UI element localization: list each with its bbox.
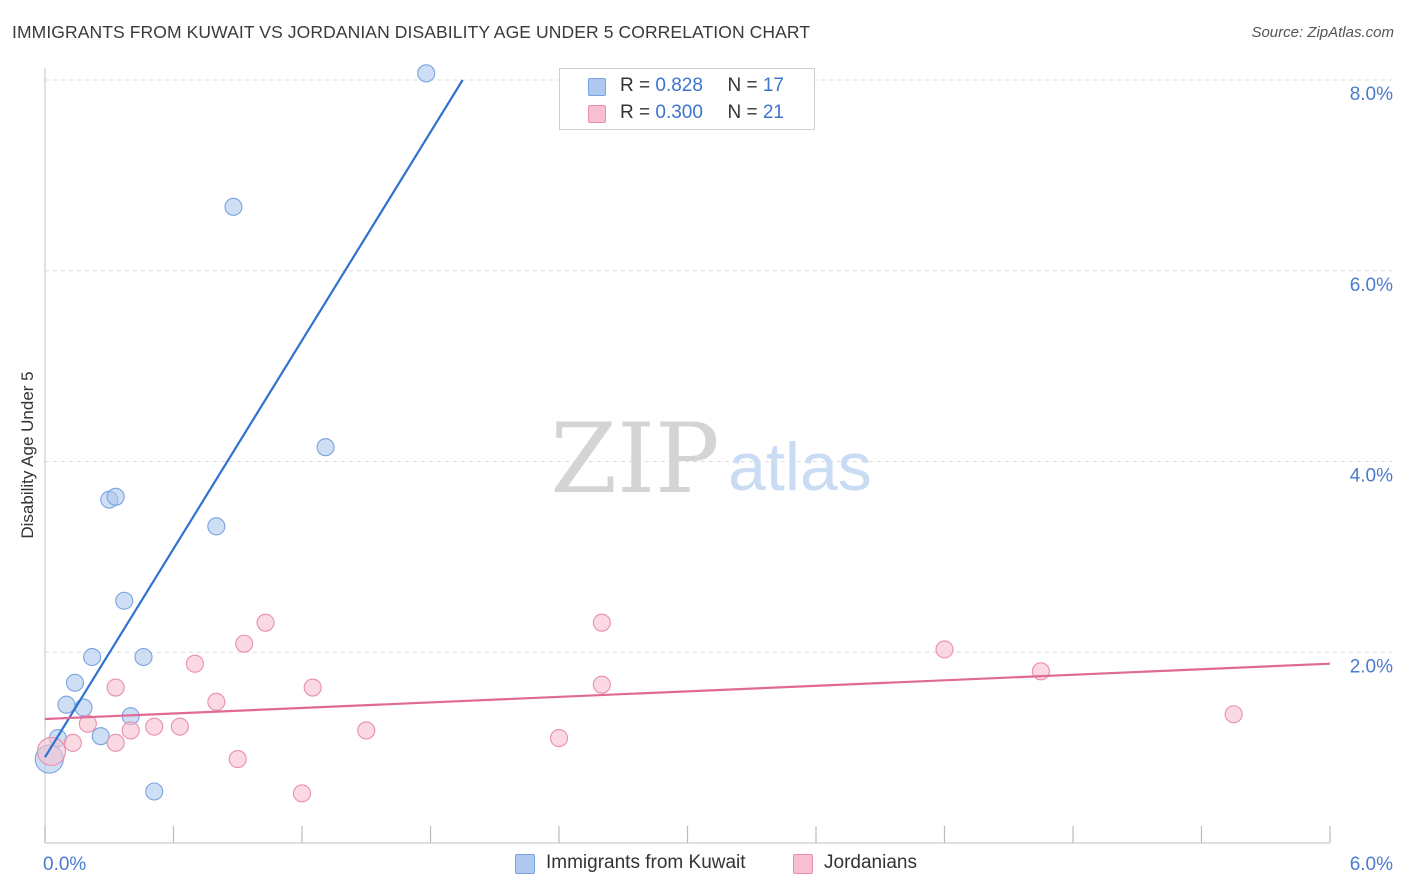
kuwait-trend-line	[44, 79, 464, 758]
kuwait-point[interactable]	[115, 591, 134, 610]
legend-swatch-kuwait	[515, 854, 535, 874]
jordanians-point[interactable]	[145, 717, 164, 736]
jordanians-point[interactable]	[228, 750, 247, 769]
chart-title: IMMIGRANTS FROM KUWAIT VS JORDANIAN DISA…	[12, 22, 811, 42]
axes	[44, 68, 1331, 844]
data-points	[34, 64, 1243, 803]
y-tick-label: 8.0%	[1350, 84, 1393, 105]
correlation-legend: R = 0.828 N = 17 R = 0.300 N = 21	[559, 68, 815, 130]
legend-r-value: 0.300	[655, 102, 703, 123]
kuwait-point[interactable]	[207, 517, 226, 536]
kuwait-point[interactable]	[65, 673, 85, 692]
legend-r-value: 0.828	[655, 75, 703, 96]
jordanians-point[interactable]	[63, 733, 82, 752]
kuwait-point[interactable]	[145, 782, 164, 801]
legend-swatch-jordanians	[588, 105, 606, 123]
legend-n-label: N =	[727, 75, 763, 96]
x-tick-label: 6.0%	[1350, 854, 1393, 875]
legend-swatch-jordanians	[793, 854, 813, 874]
kuwait-point[interactable]	[83, 647, 102, 667]
kuwait-point[interactable]	[91, 727, 110, 746]
watermark-zip: ZIP	[550, 403, 719, 515]
series-jordanians	[36, 613, 1243, 803]
kuwait-point[interactable]	[106, 487, 125, 506]
y-axis-label: Disability Age Under 5	[18, 371, 37, 538]
kuwait-point[interactable]	[57, 695, 76, 714]
y-tick-label: 2.0%	[1350, 656, 1393, 677]
jordanians-point[interactable]	[592, 613, 611, 632]
jordanians-point[interactable]	[106, 678, 125, 697]
jordanians-point[interactable]	[78, 714, 97, 733]
kuwait-point[interactable]	[134, 647, 153, 667]
jordanians-point[interactable]	[303, 678, 322, 697]
jordanians-point[interactable]	[357, 721, 376, 740]
legend-n-value: 21	[762, 102, 784, 123]
series-kuwait	[34, 64, 436, 801]
legend-swatch-kuwait	[588, 78, 606, 96]
jordanians-point[interactable]	[170, 717, 189, 736]
legend-n-value: 17	[762, 75, 784, 96]
legend-label-kuwait: Immigrants from Kuwait	[546, 852, 746, 873]
y-tick-label: 6.0%	[1350, 275, 1393, 296]
jordanians-point[interactable]	[36, 736, 66, 766]
jordanians-point[interactable]	[256, 613, 275, 632]
x-tick-label: 0.0%	[43, 854, 86, 875]
jordanians-point[interactable]	[292, 784, 312, 803]
kuwait-point[interactable]	[74, 698, 93, 717]
jordanians-point[interactable]	[185, 654, 204, 673]
grid-lines	[45, 79, 1392, 653]
y-tick-label: 4.0%	[1350, 466, 1393, 487]
jordanians-point[interactable]	[106, 733, 125, 752]
jordanians-point[interactable]	[1224, 705, 1243, 724]
trend-lines	[44, 79, 1331, 758]
legend-n-label: N =	[727, 102, 763, 123]
watermark-atlas: atlas	[728, 429, 872, 505]
jordanians-trend-line	[44, 662, 1331, 721]
jordanians-point[interactable]	[235, 634, 254, 653]
kuwait-point[interactable]	[316, 438, 335, 457]
kuwait-point[interactable]	[417, 64, 436, 83]
watermark: ZIP atlas	[550, 403, 871, 515]
kuwait-point[interactable]	[224, 197, 243, 216]
jordanians-point[interactable]	[121, 721, 140, 740]
legend-label-jordanians: Jordanians	[824, 852, 917, 873]
jordanians-point[interactable]	[935, 640, 954, 659]
legend-r-label: R =	[620, 102, 656, 123]
y-tick-labels: 2.0% 4.0% 6.0% 8.0%	[1350, 84, 1393, 677]
jordanians-point[interactable]	[549, 729, 569, 748]
jordanians-point[interactable]	[207, 692, 226, 711]
jordanians-point[interactable]	[592, 675, 611, 694]
x-tick-labels: 0.0% 6.0%	[43, 854, 1393, 875]
source-label: Source: ZipAtlas.com	[1251, 24, 1394, 41]
legend-r-label: R =	[620, 75, 656, 96]
